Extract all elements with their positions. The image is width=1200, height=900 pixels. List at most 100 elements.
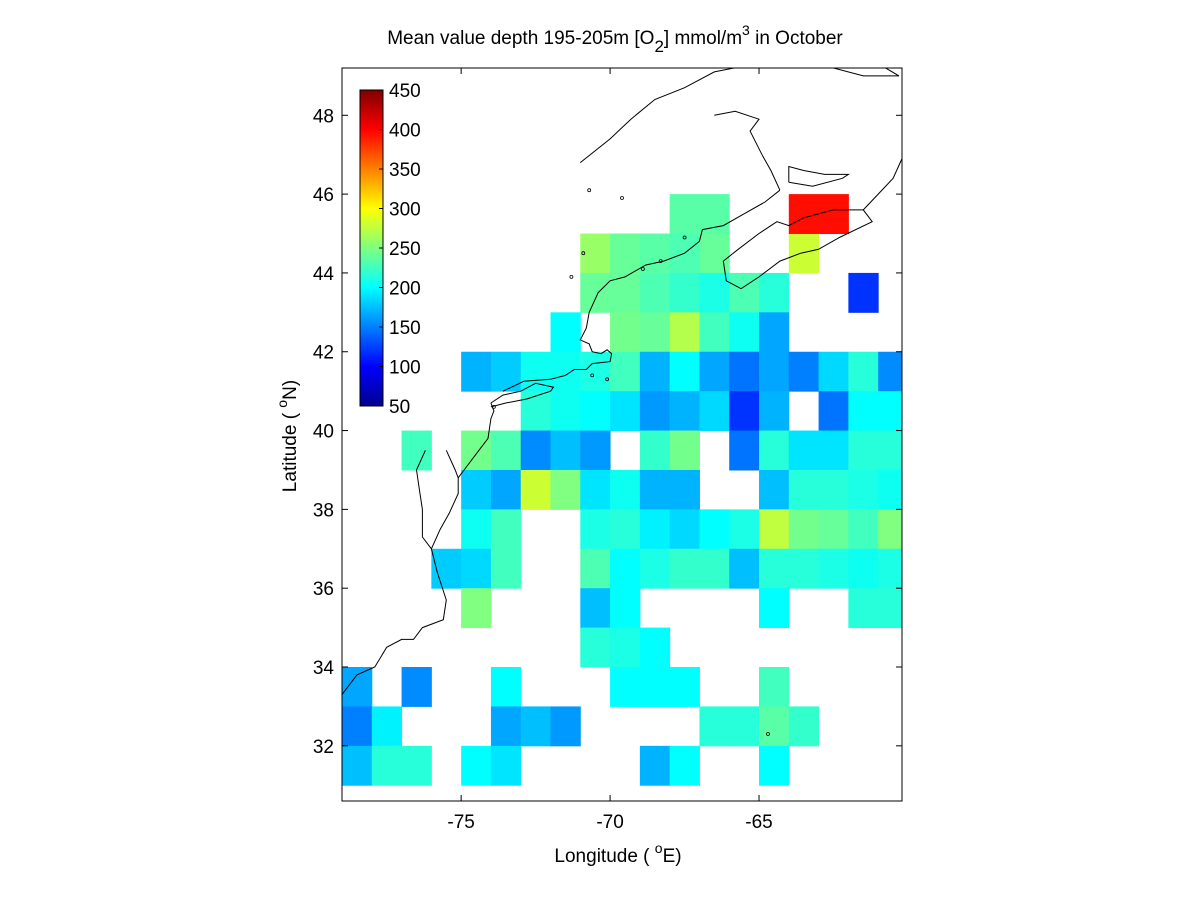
heatmap-cell	[818, 469, 849, 510]
heatmap-cell	[639, 272, 671, 313]
coastline-map	[342, 68, 902, 736]
heatmap-cell	[520, 351, 552, 392]
heatmap-cell	[848, 469, 879, 510]
y-tick-label: 32	[313, 737, 334, 758]
x-axis-ticks: -75 -70 -65	[447, 68, 773, 833]
heatmap-cell	[699, 548, 730, 589]
heatmap-cell	[788, 548, 820, 589]
y-axis-label: Latitude ( oN)	[274, 380, 301, 492]
heatmap-cell	[788, 351, 820, 392]
island	[587, 188, 592, 193]
colorbar-tick-label: 400	[389, 121, 421, 142]
heatmap-cell	[610, 469, 641, 510]
heatmap-cell	[729, 509, 760, 550]
heatmap-cell	[639, 312, 671, 353]
x-axis-label: Longitude ( oE)	[554, 840, 681, 867]
heatmap-cell	[401, 667, 432, 707]
heatmap-cell	[699, 391, 730, 432]
heatmap-cell	[788, 706, 820, 747]
heatmap-cell	[669, 667, 700, 707]
heatmap-cell	[818, 509, 849, 550]
heatmap-cell	[639, 627, 671, 668]
y-tick-label: 36	[313, 579, 334, 600]
heatmap-cell	[580, 430, 611, 471]
heatmap-cell	[461, 548, 492, 589]
island	[569, 274, 574, 279]
heatmap-cell	[878, 351, 902, 392]
heatmap-cell	[818, 430, 849, 471]
heatmap-cell	[520, 469, 552, 510]
heatmap-cell	[669, 745, 700, 786]
heatmap-cell	[878, 430, 902, 471]
coastline	[722, 209, 873, 290]
heatmap-cell	[580, 351, 611, 392]
colorbar-tick-label: 450	[389, 81, 421, 102]
heatmap-cell	[729, 351, 760, 392]
heatmap-cell	[550, 469, 581, 510]
heatmap-cell	[461, 588, 492, 629]
heatmap-cell	[759, 391, 790, 432]
x-tick-label: -70	[596, 812, 623, 833]
heatmap-cell	[639, 548, 671, 589]
island	[641, 267, 645, 271]
y-tick-label: 48	[313, 106, 334, 127]
colorbar-tick-label: 300	[389, 200, 421, 221]
coastline	[862, 158, 902, 211]
heatmap-cell	[580, 588, 611, 629]
y-tick-label: 40	[313, 422, 334, 443]
heatmap-cell	[639, 667, 671, 707]
heatmap-cell	[520, 430, 552, 471]
x-tick-label: -65	[745, 812, 772, 833]
y-axis-ticks: 32 34 36 38 40 42 44 46 48	[313, 106, 902, 758]
heatmap-cell	[729, 272, 760, 313]
island	[605, 377, 609, 382]
heatmap-cell	[759, 548, 790, 589]
heatmap-cell	[699, 233, 730, 274]
heatmap-cell	[342, 667, 373, 707]
x-tick-label: -75	[447, 812, 474, 833]
colorbar-ticks: 50 100 150 200 250 300 350 400 450	[379, 81, 421, 418]
heatmap-cell	[490, 706, 522, 747]
heatmap-cell	[848, 588, 879, 629]
y-tick-label: 42	[313, 343, 334, 364]
heatmap-cell	[610, 627, 641, 668]
heatmap-cell	[610, 233, 641, 274]
heatmap-cell	[759, 430, 790, 471]
heatmap-cell	[699, 312, 730, 353]
heatmap-cell	[669, 194, 700, 235]
heatmap-cell	[878, 588, 902, 629]
heatmap-cell	[639, 233, 671, 274]
coastline	[788, 165, 851, 187]
heatmap-cell	[818, 351, 849, 392]
heatmap-cell	[818, 194, 849, 235]
heatmap-cell	[818, 548, 849, 589]
island	[491, 404, 496, 409]
heatmap-cell	[788, 430, 820, 471]
heatmap-cell	[669, 312, 700, 353]
heatmap-cell	[669, 391, 700, 432]
heatmap-cell	[490, 469, 522, 510]
coastline	[415, 450, 432, 550]
heatmap-cell	[878, 469, 902, 510]
heatmap-cell	[490, 430, 522, 471]
heatmap-cell	[639, 745, 671, 786]
heatmap-cell	[401, 430, 432, 471]
colorbar-tick-label: 50	[389, 397, 410, 418]
island	[766, 732, 770, 736]
heatmap-cell	[550, 312, 581, 353]
heatmap-cell	[550, 706, 581, 747]
heatmap-cell	[490, 667, 522, 707]
heatmap-cell	[580, 469, 611, 510]
heatmap-cell	[580, 548, 611, 589]
heatmap-cell	[669, 430, 700, 471]
heatmap-cell	[520, 706, 552, 747]
colorbar-tick-label: 250	[389, 239, 421, 260]
heatmap-cell	[699, 351, 730, 392]
heatmap-cell	[848, 548, 879, 589]
heatmap-cell	[490, 351, 522, 392]
heatmap-cell	[848, 272, 879, 313]
heatmap-cell	[848, 351, 879, 392]
heatmap-cell	[580, 272, 611, 313]
heatmap-cell	[759, 667, 790, 707]
